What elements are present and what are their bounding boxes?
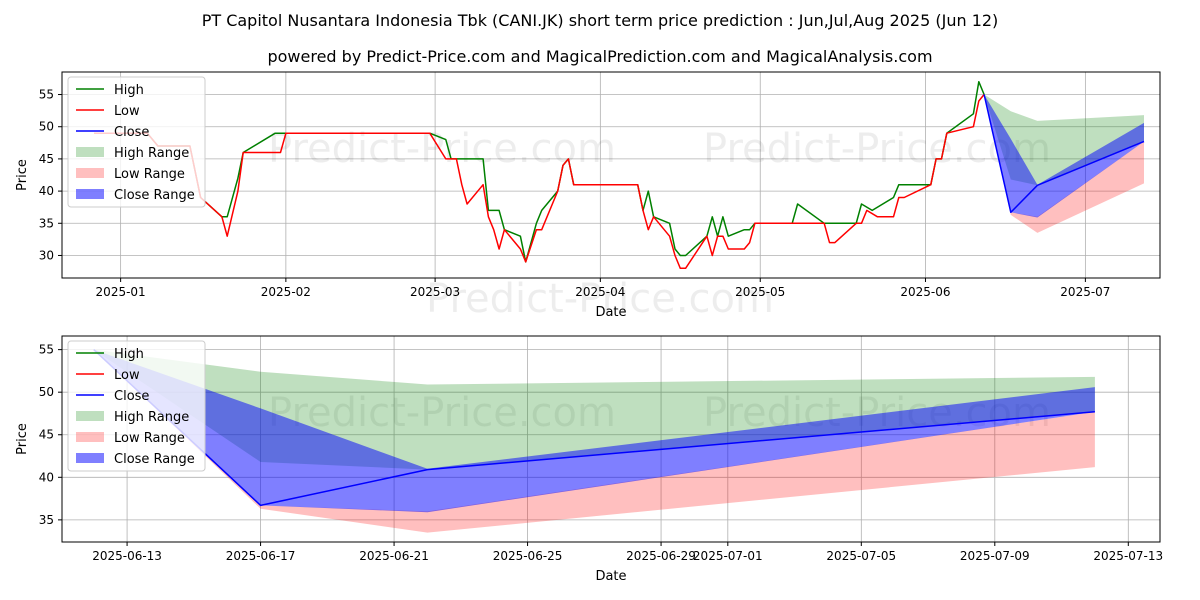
y-tick-label: 45 <box>39 428 54 442</box>
chart-subtitle: powered by Predict-Price.com and Magical… <box>267 47 932 66</box>
y-tick-label: 30 <box>39 248 54 262</box>
grid <box>62 72 1160 278</box>
low-series-line <box>94 94 985 270</box>
x-axis: 2025-06-13 2025-06-17 2025-06-21 2025-06-25… <box>92 542 1163 563</box>
y-axis: 30 35 40 45 50 55 <box>39 88 62 262</box>
y-tick-label: 55 <box>39 88 54 102</box>
legend-label: Low Range <box>114 167 185 182</box>
watermark: Predict-Price.com <box>426 276 774 322</box>
legend-label: Low <box>114 104 140 119</box>
x-tick-label: 2025-06 <box>900 285 950 299</box>
x-tick-label: 2025-01 <box>96 285 146 299</box>
y-tick-label: 55 <box>39 343 54 357</box>
top-panel: Predict-Price.com Predict-Price.comPredic… <box>15 71 1161 322</box>
legend-swatch <box>76 168 104 178</box>
x-axis-label: Date <box>595 569 626 584</box>
legend-swatch <box>76 453 104 463</box>
legend-label: Close Range <box>114 452 195 467</box>
y-tick-label: 50 <box>39 385 54 399</box>
y-tick-label: 40 <box>39 184 54 198</box>
legend: High Low Close High Range Low Range Close Ran… <box>67 340 206 472</box>
close-range-band <box>93 349 1095 513</box>
x-tick-label: 2025-02 <box>261 285 311 299</box>
legend-label: Low <box>114 368 140 383</box>
y-axis: 35 40 45 50 55 <box>39 343 62 527</box>
low-range-band <box>93 349 1095 533</box>
x-tick-label: 2025-06-17 <box>226 549 296 563</box>
legend-swatch <box>76 411 104 421</box>
legend-label: High Range <box>114 146 189 161</box>
watermark-group: Predict-Price.com Predict-Price.comPredic… <box>268 126 1051 322</box>
plot-frame <box>61 71 1161 279</box>
plot-frame <box>61 335 1161 543</box>
y-tick-label: 35 <box>39 513 54 527</box>
x-axis: 2025-01 2025-02 2025-03 2025-04 2025-05 2025-… <box>96 278 1110 299</box>
legend-swatch <box>76 189 104 199</box>
legend-label: High Range <box>114 410 189 425</box>
legend-label: High <box>114 347 144 362</box>
watermark: Predict-Price.com <box>268 390 616 436</box>
x-tick-label: 2025-06-21 <box>359 549 429 563</box>
x-tick-label: 2025-06-25 <box>493 549 563 563</box>
y-tick-label: 50 <box>39 120 54 134</box>
y-axis-label: Price <box>15 159 30 191</box>
y-tick-label: 35 <box>39 216 54 230</box>
legend-label: Close <box>114 389 149 404</box>
x-tick-label: 2025-07-01 <box>693 549 763 563</box>
y-tick-label: 45 <box>39 152 54 166</box>
x-tick-label: 2025-07 <box>1060 285 1110 299</box>
y-tick-label: 40 <box>39 470 54 484</box>
x-tick-label: 2025-07-09 <box>960 549 1030 563</box>
low-range-band <box>984 94 1144 233</box>
legend-label: Close <box>114 125 149 140</box>
legend-swatch <box>76 147 104 157</box>
x-tick-label: 2025-07-13 <box>1093 549 1163 563</box>
legend-label: High <box>114 83 144 98</box>
legend-label: Low Range <box>114 431 185 446</box>
x-tick-label: 2025-03 <box>410 285 460 299</box>
bottom-panel: Predict-Price.com Predict-Price.com2025-0… <box>15 335 1163 584</box>
x-tick-label: 2025-07-05 <box>826 549 896 563</box>
y-axis-label: Price <box>15 423 30 455</box>
close-range-band <box>984 94 1144 218</box>
x-tick-label: 2025-05 <box>735 285 785 299</box>
close-series-line <box>983 94 1145 214</box>
x-tick-label: 2025-04 <box>575 285 625 299</box>
legend: High Low Close High Range Low Range Close Ran… <box>67 76 206 208</box>
chart-title: PT Capitol Nusantara Indonesia Tbk (CANI… <box>202 11 999 30</box>
x-tick-label: 2025-06-29 <box>626 549 696 563</box>
legend-label: Close Range <box>114 188 195 203</box>
x-axis-label: Date <box>595 305 626 320</box>
plot-content <box>94 80 1145 270</box>
legend-swatch <box>76 432 104 442</box>
x-tick-label: 2025-06-13 <box>92 549 162 563</box>
